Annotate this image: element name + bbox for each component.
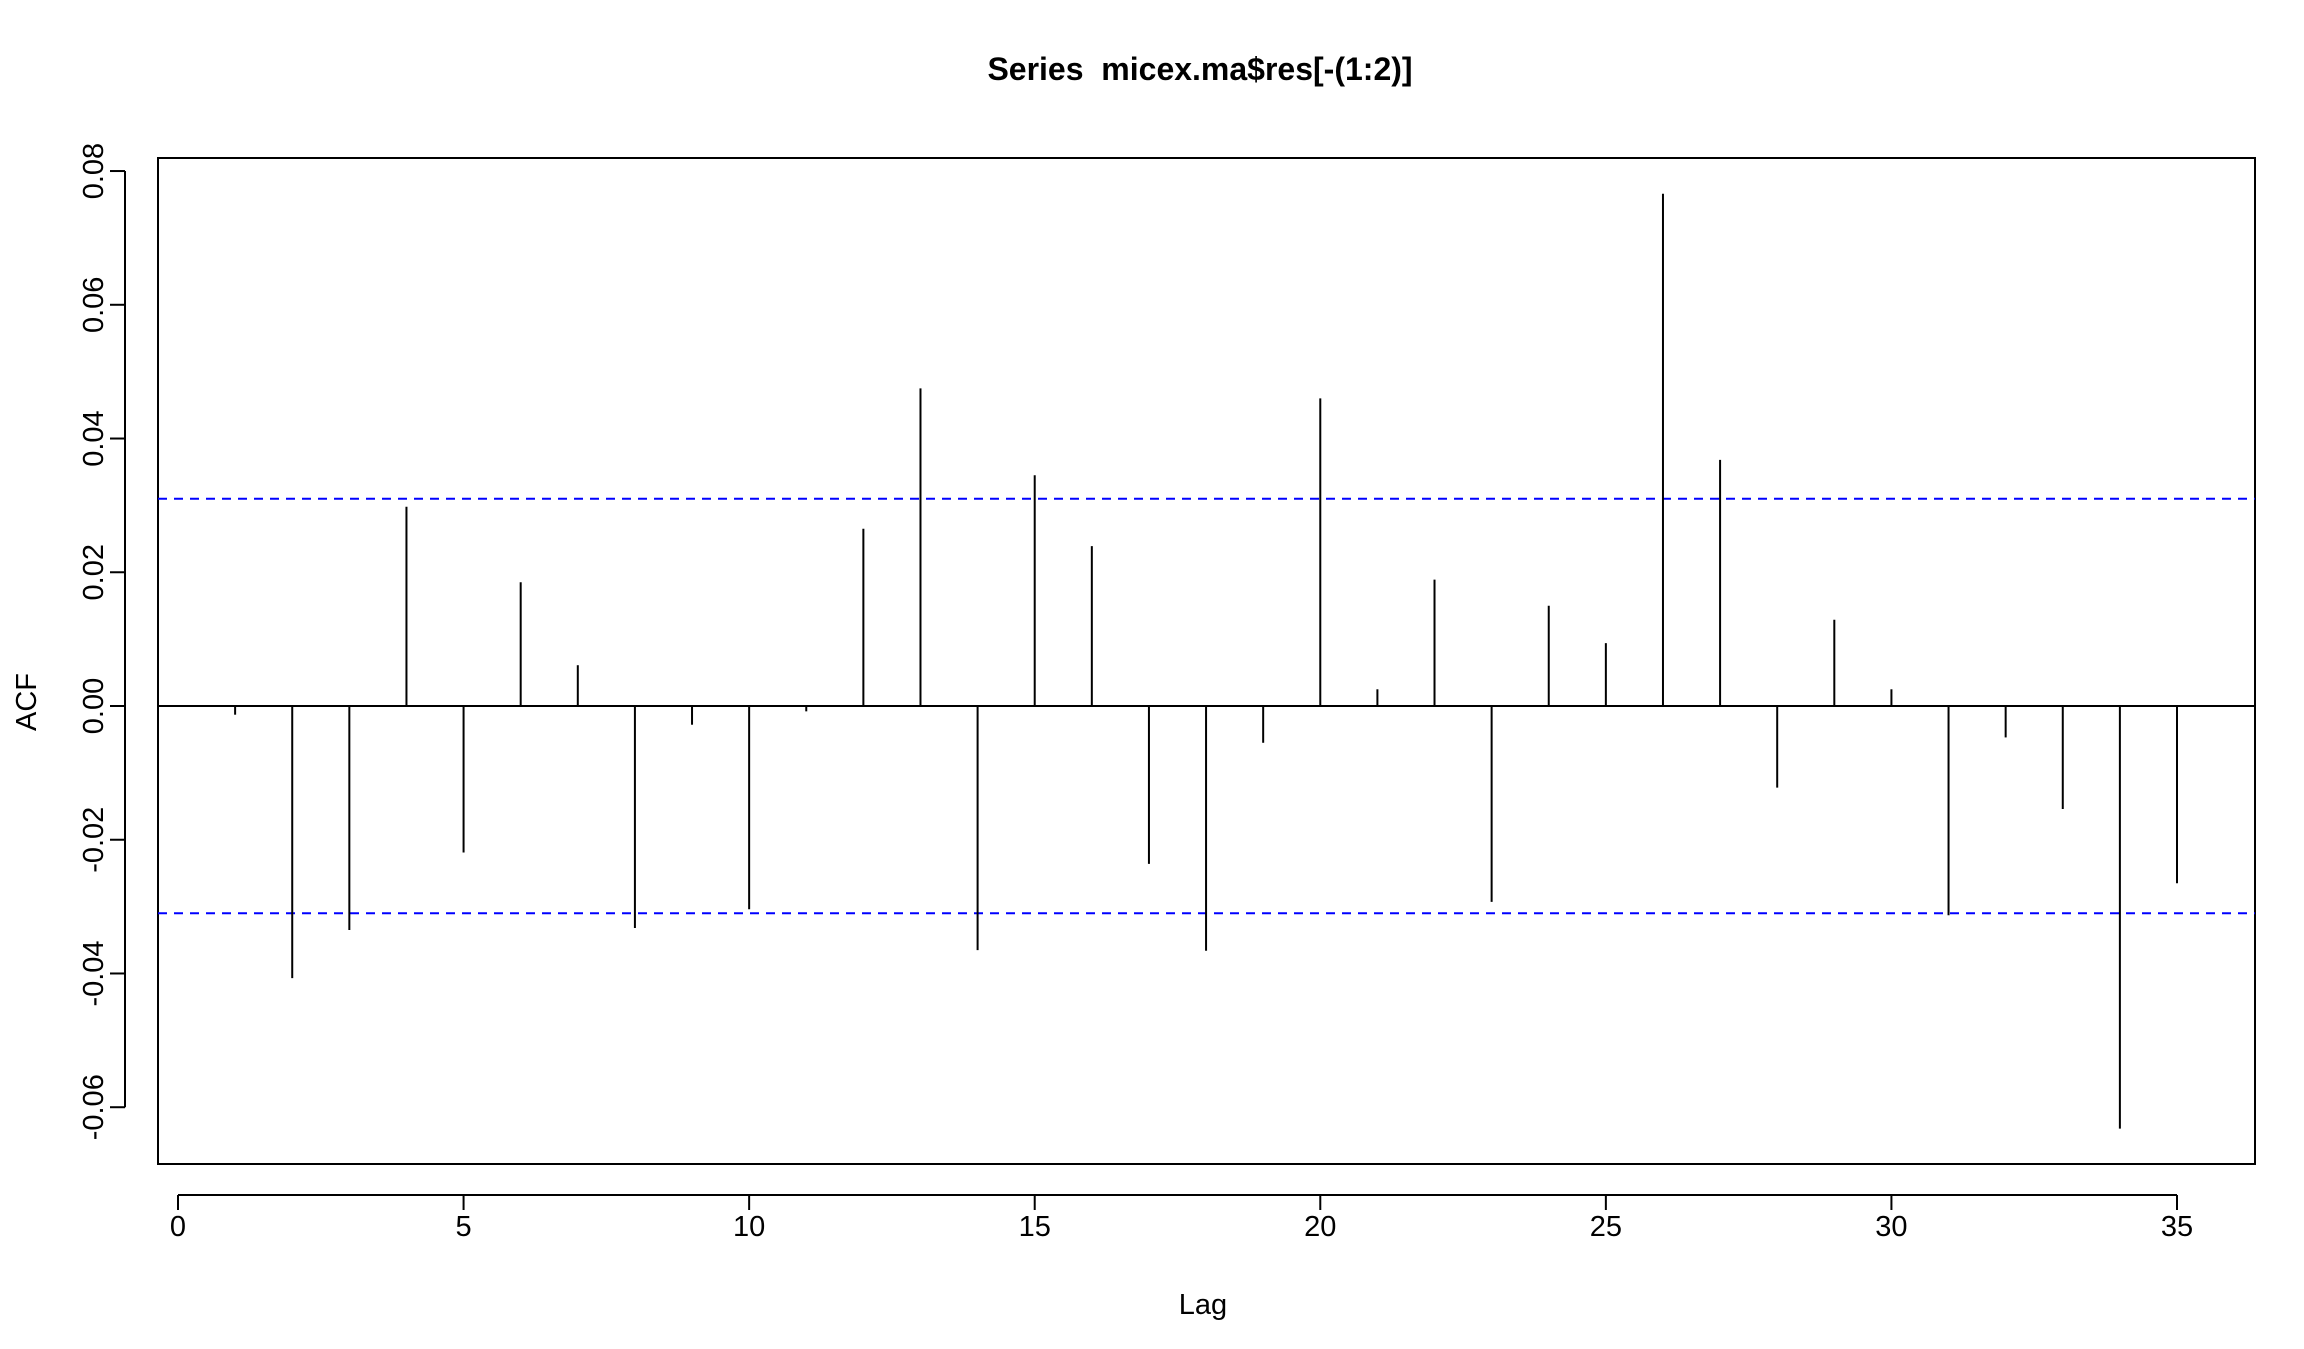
y-tick-label: 0.00 <box>78 678 110 734</box>
x-tick-label: 25 <box>1590 1211 1622 1243</box>
x-tick-label: 20 <box>1304 1211 1336 1243</box>
plot-frame <box>157 157 2256 1165</box>
y-axis-label: ACF <box>11 673 43 731</box>
x-axis-label: Lag <box>1179 1289 1227 1321</box>
y-tick-label: 0.02 <box>78 544 110 600</box>
y-tick-label: -0.02 <box>78 807 110 873</box>
chart-title: Series micex.ma$res[-(1:2)] <box>987 51 1412 87</box>
x-tick-label: 5 <box>456 1211 472 1243</box>
x-tick-label: 30 <box>1875 1211 1907 1243</box>
y-tick-label: -0.04 <box>78 940 110 1006</box>
y-tick-label: 0.08 <box>78 143 110 199</box>
y-tick-label: 0.06 <box>78 277 110 333</box>
y-tick-label: -0.06 <box>78 1074 110 1140</box>
x-tick-label: 0 <box>170 1211 186 1243</box>
y-tick-label: 0.04 <box>78 410 110 466</box>
x-tick-label: 10 <box>733 1211 765 1243</box>
x-tick-label: 15 <box>1019 1211 1051 1243</box>
x-tick-label: 35 <box>2161 1211 2193 1243</box>
plot-area: 0 5 10 15 20 25 30 35 -0.06 -0.04 -0.02 0.00 0.02 0.0… <box>78 143 2256 1243</box>
